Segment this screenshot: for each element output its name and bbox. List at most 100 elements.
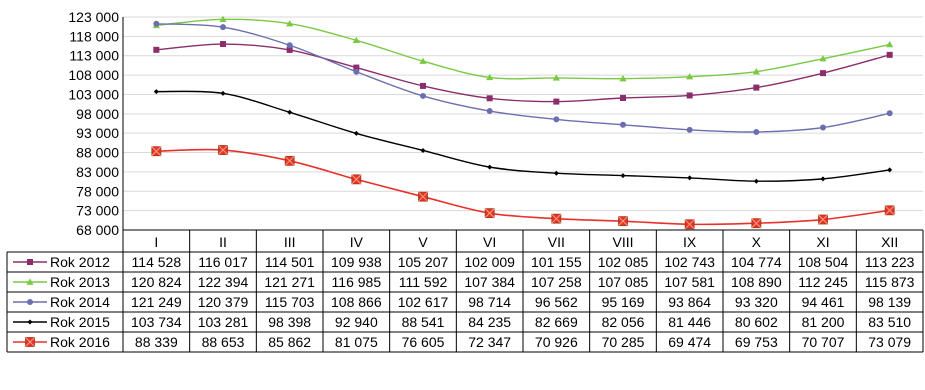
- data-point: [753, 84, 760, 91]
- data-label: 120 824: [131, 274, 182, 290]
- data-point: [552, 74, 560, 81]
- series-rok-2016: [151, 145, 895, 230]
- data-label: 120 379: [198, 294, 249, 310]
- data-point: [286, 46, 293, 53]
- data-point: [553, 116, 560, 123]
- data-point: [551, 213, 562, 224]
- data-point: [287, 109, 293, 115]
- data-point: [820, 70, 826, 77]
- data-point: [687, 175, 693, 181]
- data-label: 104 774: [731, 254, 782, 270]
- y-tick-label: 98 000: [76, 106, 119, 122]
- legend-label: Rok 2014: [50, 294, 110, 310]
- data-label: 112 245: [798, 274, 848, 290]
- data-label: 108 504: [798, 254, 849, 270]
- data-label: 88 339: [135, 334, 178, 350]
- data-label: 94 461: [802, 294, 845, 310]
- data-label: 92 940: [335, 314, 378, 330]
- marker-cross: [151, 146, 162, 157]
- data-point: [353, 68, 360, 75]
- grid-lines: [123, 16, 923, 231]
- data-point: [486, 73, 494, 81]
- marker-cross: [618, 216, 628, 227]
- data-label: 111 592: [399, 274, 448, 290]
- legend-label: Rok 2016: [50, 334, 110, 350]
- data-label: 69 753: [735, 334, 778, 350]
- data-label: 95 169: [602, 294, 645, 310]
- y-axis: 123 000 118 000 113 000 108 000 103 000 98 00…: [68, 9, 124, 238]
- data-point: [886, 41, 894, 48]
- data-point: [752, 68, 760, 75]
- y-tick-label: 93 000: [76, 125, 119, 141]
- data-label: 88 653: [202, 334, 245, 350]
- y-tick-label: 83 000: [76, 164, 119, 180]
- data-point: [818, 214, 828, 225]
- legend-marker: [27, 259, 33, 265]
- data-label: 83 510: [868, 314, 911, 330]
- data-point: [819, 55, 827, 62]
- data-point: [886, 51, 893, 58]
- data-label: 102 743: [664, 254, 715, 270]
- data-point: [153, 89, 159, 95]
- data-point: [487, 164, 493, 170]
- data-point: [153, 46, 160, 53]
- data-point: [353, 64, 360, 71]
- data-point: [553, 98, 560, 105]
- x-tick-label: XI: [816, 234, 829, 250]
- data-label: 98 398: [268, 314, 311, 330]
- data-label: 88 541: [402, 314, 445, 330]
- data-label: 102 009: [464, 254, 515, 270]
- data-label: 84 235: [468, 314, 511, 330]
- data-label: 82 669: [535, 314, 578, 330]
- data-point: [884, 205, 895, 216]
- data-label: 116 985: [332, 274, 382, 290]
- data-point: [420, 92, 426, 99]
- data-label: 96 562: [535, 294, 578, 310]
- data-point: [753, 178, 759, 184]
- data-point: [887, 167, 893, 173]
- legend-marker: [27, 319, 33, 325]
- legend-label: Rok 2015: [50, 314, 110, 330]
- legend-marker: [27, 299, 33, 305]
- marker-cross: [551, 213, 562, 224]
- data-point: [751, 218, 762, 229]
- series-line: [156, 23, 890, 133]
- data-label: 85 862: [268, 334, 311, 350]
- legend-label: Rok 2012: [50, 254, 110, 270]
- data-label: 72 347: [468, 334, 511, 350]
- x-tick-label: I: [154, 234, 158, 250]
- data-point: [686, 92, 693, 99]
- legend-marker: [26, 278, 34, 285]
- data-label: 81 446: [668, 314, 711, 330]
- data-label: 116 017: [198, 254, 248, 270]
- data-point: [618, 216, 628, 227]
- x-tick-label: III: [284, 234, 296, 250]
- data-label: 107 258: [531, 274, 582, 290]
- marker-cross: [884, 205, 895, 216]
- data-label: 98 139: [868, 294, 911, 310]
- marker-cross: [218, 145, 228, 155]
- y-tick-label: 68 000: [76, 222, 119, 238]
- marker-cross: [284, 155, 295, 166]
- data-label: 103 734: [131, 314, 182, 330]
- marker-cross: [751, 218, 762, 229]
- data-label: 108 890: [731, 274, 782, 290]
- legend-label: Rok 2013: [50, 274, 110, 290]
- data-point: [286, 42, 293, 49]
- x-tick-label: VIII: [612, 234, 633, 250]
- marker-cross: [818, 214, 828, 225]
- data-point: [619, 75, 627, 82]
- series-line: [156, 18, 890, 80]
- data-label: 122 394: [198, 274, 249, 290]
- data-label: 115 873: [865, 274, 915, 290]
- data-label: 107 384: [464, 274, 515, 290]
- x-tick-label: VI: [483, 234, 496, 250]
- y-tick-label: 118 000: [69, 28, 119, 44]
- data-label: 107 085: [598, 274, 649, 290]
- y-tick-label: 73 000: [76, 203, 119, 219]
- marker-cross: [484, 208, 495, 219]
- data-label: 69 474: [668, 334, 711, 350]
- series-rok-2015: [153, 89, 893, 184]
- data-point: [620, 121, 626, 128]
